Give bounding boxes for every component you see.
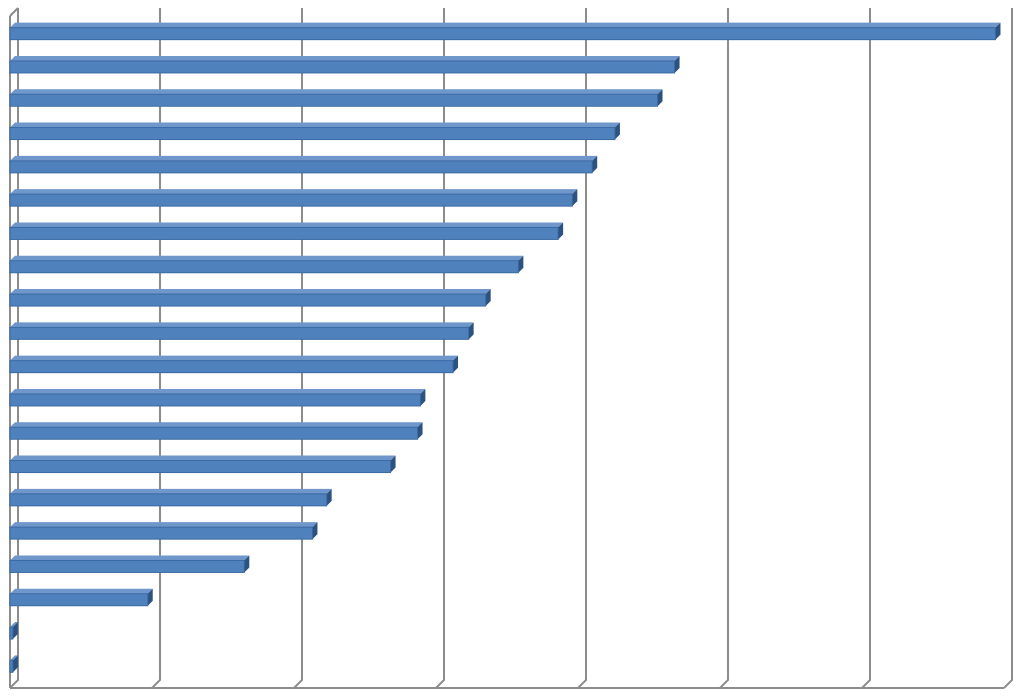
bar (9, 460, 392, 474)
bar (9, 193, 573, 207)
bar (9, 226, 559, 240)
bar-top (10, 422, 423, 428)
bar-top (10, 122, 620, 128)
left-wall-top (9, 7, 19, 17)
bar-top (10, 388, 426, 394)
bar-side (572, 189, 578, 207)
bar-top (10, 655, 18, 661)
bar-side (312, 522, 318, 540)
walls (9, 7, 19, 688)
bar-side (326, 488, 332, 506)
bar-top (10, 588, 153, 594)
bar-side (485, 289, 491, 307)
bar-top (10, 55, 680, 61)
bar-top (10, 455, 396, 461)
bar-top (10, 289, 491, 295)
bar-side (518, 255, 524, 273)
bar-side (614, 122, 620, 140)
bar (9, 626, 14, 640)
bar (9, 393, 421, 407)
bar (9, 160, 593, 174)
grid-line (719, 8, 729, 689)
grid-line (151, 8, 161, 689)
bar-side (420, 388, 426, 406)
bar (9, 326, 470, 340)
bar-top (10, 255, 524, 261)
grid-line (9, 8, 19, 689)
grid-line (577, 8, 587, 689)
bar (9, 260, 519, 274)
bar (9, 360, 454, 374)
bar-top (10, 322, 474, 328)
grid-line (293, 8, 303, 689)
bar-side (657, 89, 663, 107)
bar (9, 93, 659, 107)
bar (9, 27, 996, 41)
bar-top (10, 155, 598, 161)
bar (9, 426, 419, 440)
bar-top (10, 22, 1001, 28)
bar-side (12, 655, 18, 673)
bar-side (12, 622, 18, 640)
bar-side (390, 455, 396, 473)
bar-top (10, 89, 663, 95)
bar-top (10, 189, 578, 195)
bar-side (147, 588, 153, 606)
bar (9, 593, 149, 607)
bar-side (674, 55, 680, 73)
bar (9, 60, 676, 74)
bar-top (10, 622, 18, 628)
bar (9, 526, 313, 540)
bar-top (10, 522, 318, 528)
bar-top (10, 555, 250, 561)
grid-line (1003, 8, 1013, 689)
bar-top (10, 355, 459, 361)
bar-side (244, 555, 250, 573)
bar (9, 293, 487, 307)
bar (9, 659, 14, 673)
grid-line (435, 8, 445, 689)
bar-side (592, 155, 598, 173)
bar-side (995, 22, 1001, 40)
grid-line (861, 8, 871, 689)
bar (9, 493, 328, 507)
bar-side (558, 222, 564, 240)
bar (9, 127, 616, 141)
bar-side (468, 322, 474, 340)
bar (9, 559, 245, 573)
bar-side (453, 355, 459, 373)
bar-top (10, 222, 564, 228)
bar-side (417, 422, 423, 440)
bar-top (10, 488, 332, 494)
